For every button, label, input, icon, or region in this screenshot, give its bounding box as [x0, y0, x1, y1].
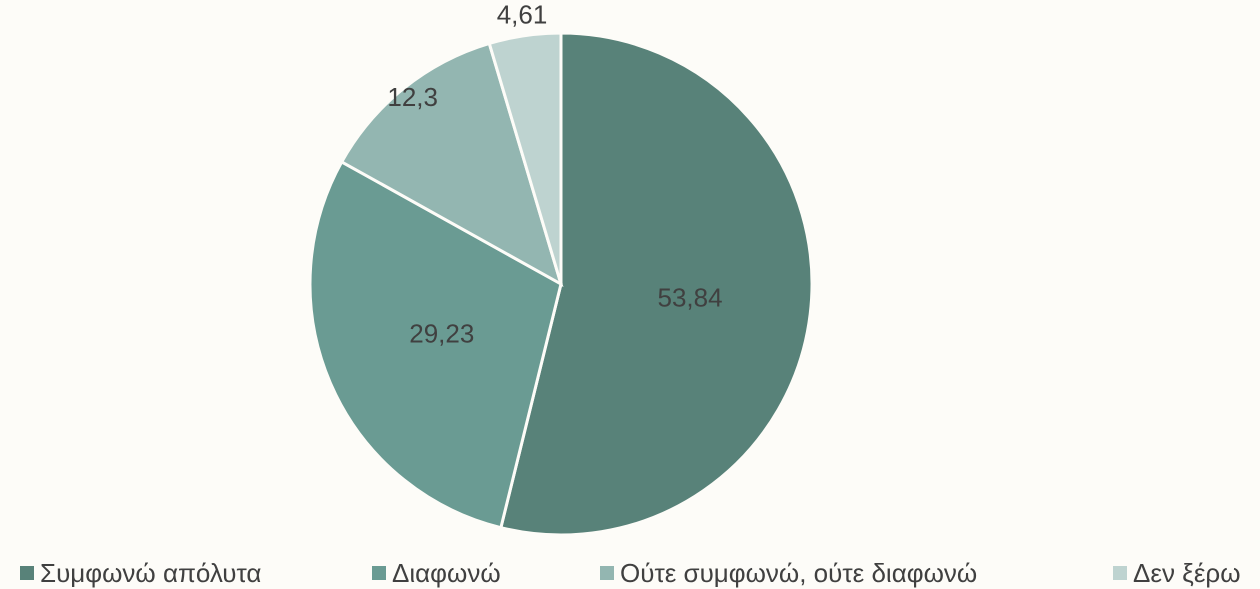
data-label: 29,23 [409, 319, 474, 349]
legend-label: Ούτε συμφωνώ, ούτε διαφωνώ [620, 558, 977, 588]
data-label: 53,84 [658, 283, 723, 313]
data-label: 4,61 [497, 0, 548, 30]
legend-marker [372, 566, 386, 580]
pie-slice [308, 159, 563, 530]
legend-marker [600, 566, 614, 580]
legend-marker [1113, 566, 1127, 580]
legend-label: Διαφωνώ [392, 558, 501, 588]
data-label: 12,3 [387, 82, 438, 112]
legend-label: Δεν ξέρω [1133, 558, 1241, 588]
pie-slice [487, 31, 563, 285]
legend-marker [20, 566, 34, 580]
legend-label: Συμφωνώ απόλυτα [40, 558, 261, 588]
pie-slice [499, 31, 814, 537]
